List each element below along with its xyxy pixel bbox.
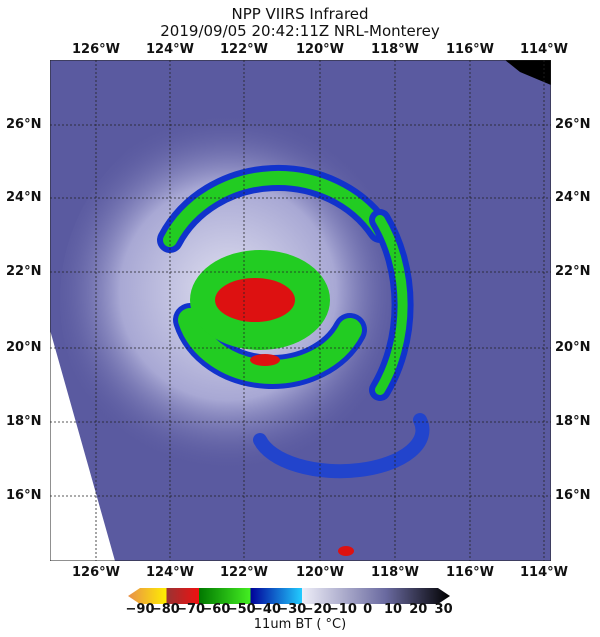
lat-label: 26°N <box>6 117 42 132</box>
lon-label: 122°W <box>220 565 268 580</box>
lon-label: 114°W <box>520 42 568 57</box>
colorbar-tick: 30 <box>434 602 453 617</box>
lon-label: 126°W <box>72 42 120 57</box>
colorbar-tick: −30 <box>277 602 307 617</box>
lon-label: 118°W <box>371 565 419 580</box>
lat-label: 20°N <box>6 340 42 355</box>
lat-label: 22°N <box>555 264 591 279</box>
lon-label: 116°W <box>446 565 494 580</box>
lon-label: 114°W <box>520 565 568 580</box>
lon-label: 122°W <box>220 42 268 57</box>
colorbar-tick: 0 <box>363 602 373 617</box>
colorbar <box>128 588 450 604</box>
lat-label: 26°N <box>555 117 591 132</box>
colorbar-label: 11um BT ( °C) <box>253 617 347 632</box>
lat-label: 22°N <box>6 264 42 279</box>
lon-label: 126°W <box>72 565 120 580</box>
lat-label: 16°N <box>555 488 591 503</box>
lat-label: 24°N <box>555 190 591 205</box>
title-line2: 2019/09/05 20:42:11Z NRL-Monterey <box>160 22 440 40</box>
lon-label: 118°W <box>371 42 419 57</box>
title-line1: NPP VIIRS Infrared <box>231 5 369 23</box>
lon-label: 116°W <box>446 42 494 57</box>
colorbar-tick: −80 <box>150 602 180 617</box>
colorbar-tick: −70 <box>176 602 206 617</box>
lat-label: 18°N <box>6 414 42 429</box>
lon-label: 124°W <box>146 42 194 57</box>
colorbar-tick: −20 <box>302 602 332 617</box>
lon-label: 124°W <box>146 565 194 580</box>
colorbar-tick: −90 <box>125 602 155 617</box>
lat-label: 24°N <box>6 190 42 205</box>
colorbar-tick: −50 <box>226 602 256 617</box>
lat-label: 20°N <box>555 340 591 355</box>
colorbar-tick: 10 <box>383 602 403 617</box>
colorbar-tick: −10 <box>327 602 357 617</box>
colorbar-tick: −60 <box>201 602 231 617</box>
lon-label: 120°W <box>296 42 344 57</box>
lat-label: 18°N <box>555 414 591 429</box>
colorbar-tick: −40 <box>252 602 281 617</box>
lon-label: 120°W <box>296 565 344 580</box>
infrared-satellite-image <box>50 60 551 561</box>
lat-label: 16°N <box>6 488 42 503</box>
colorbar-tick: 20 <box>409 602 428 617</box>
